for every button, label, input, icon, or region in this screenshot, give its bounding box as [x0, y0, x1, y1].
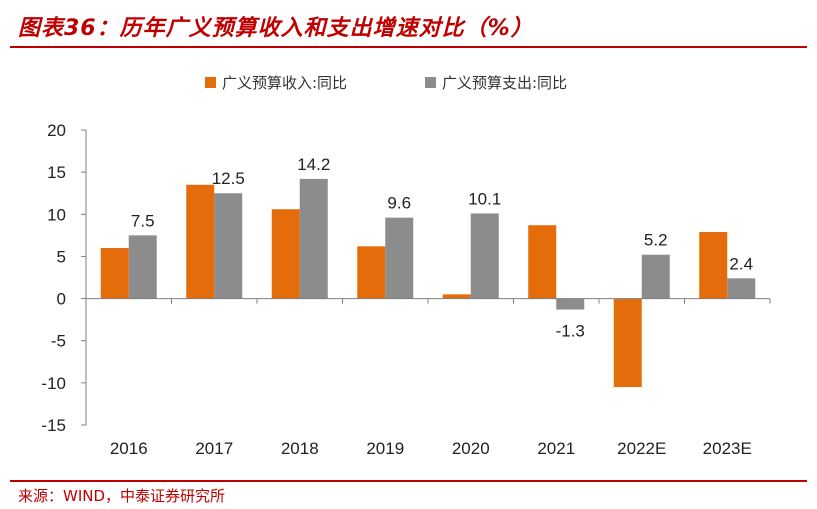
- bar-revenue: [186, 184, 215, 299]
- y-tick-label: -10: [41, 374, 66, 393]
- y-tick-label: -15: [41, 416, 66, 435]
- x-category-label: 2018: [281, 439, 319, 458]
- bar-expenditure: [385, 217, 414, 299]
- bar-expenditure: [214, 193, 243, 299]
- bar-expenditure: [128, 235, 157, 299]
- x-category-label: 2019: [366, 439, 404, 458]
- legend-swatch: [205, 77, 216, 88]
- bar-chart: 20 15 10 5 0 -5 -10 -15 2016 2017 2018 2019 2020 2021…: [41, 74, 771, 458]
- bar-expenditure: [641, 254, 670, 299]
- x-category-label: 2021: [537, 439, 575, 458]
- data-label: 14.2: [297, 155, 330, 174]
- bar-revenue: [357, 246, 386, 299]
- bar-expenditure: [299, 178, 328, 299]
- legend-swatch: [425, 77, 436, 88]
- bar-revenue: [613, 298, 642, 388]
- data-label: 5.2: [644, 231, 668, 250]
- data-label: -1.3: [556, 322, 585, 341]
- y-tick-label: 15: [47, 163, 66, 182]
- source-note: 来源：WIND，中泰证券研究所: [18, 487, 226, 505]
- x-category-label: 2020: [452, 439, 490, 458]
- footer-divider: [10, 480, 807, 482]
- bar-revenue: [528, 225, 557, 299]
- legend-label: 广义预算支出:同比: [442, 74, 567, 92]
- chart-title: 图表36：历年广义预算收入和支出增速对比（%）: [18, 16, 534, 41]
- x-category-label: 2017: [195, 439, 233, 458]
- title-divider: [10, 46, 807, 48]
- bar-expenditure: [556, 298, 585, 310]
- bar-expenditure: [470, 213, 499, 299]
- y-tick-label: 10: [47, 205, 66, 224]
- x-category-label: 2022E: [617, 439, 666, 458]
- x-category-label: 2023E: [703, 439, 752, 458]
- bar-expenditure: [727, 278, 756, 299]
- x-category-label: 2016: [110, 439, 148, 458]
- data-label: 7.5: [131, 211, 155, 230]
- data-label: 10.1: [468, 189, 501, 208]
- data-label: 9.6: [387, 194, 411, 213]
- legend-label: 广义预算收入:同比: [222, 74, 347, 92]
- y-tick-label: 20: [47, 121, 66, 140]
- y-tick-label: -5: [51, 332, 66, 351]
- bar-revenue: [271, 209, 300, 299]
- bar-revenue: [442, 294, 471, 299]
- y-tick-label: 5: [57, 247, 66, 266]
- y-tick-label: 0: [57, 290, 66, 309]
- bar-revenue: [100, 248, 129, 299]
- data-label: 2.4: [729, 254, 753, 273]
- data-label: 12.5: [212, 169, 245, 188]
- bar-revenue: [699, 231, 728, 299]
